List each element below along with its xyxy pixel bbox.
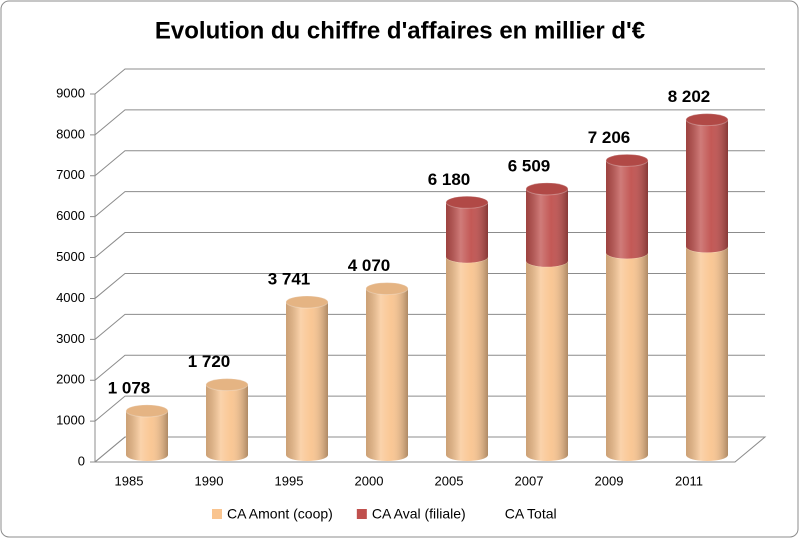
bar-shade bbox=[606, 252, 648, 461]
bar-shade bbox=[606, 160, 648, 259]
legend-swatch bbox=[356, 509, 367, 519]
x-tick-label: 2011 bbox=[675, 473, 703, 488]
bar-shade bbox=[446, 256, 488, 461]
y-tick-label: 5000 bbox=[56, 249, 85, 264]
legend-label: CA Total bbox=[505, 506, 557, 522]
bar-top bbox=[525, 182, 569, 196]
bar-shade bbox=[686, 246, 728, 461]
cylinder bbox=[525, 254, 569, 461]
bar-top bbox=[605, 153, 649, 167]
data-label: 8 202 bbox=[668, 87, 711, 106]
bar-top bbox=[285, 295, 329, 309]
bar-top bbox=[205, 378, 249, 392]
legend-label: CA Amont (coop) bbox=[227, 506, 333, 522]
x-tick-label: 2005 bbox=[435, 473, 464, 488]
bar-top bbox=[445, 195, 489, 209]
bar-shade bbox=[286, 302, 328, 461]
grid-line bbox=[90, 395, 765, 422]
cylinder bbox=[685, 113, 729, 253]
y-tick-label: 9000 bbox=[56, 85, 85, 100]
legend-swatch bbox=[212, 509, 222, 519]
data-label: 1 078 bbox=[108, 378, 151, 397]
data-label: 7 206 bbox=[588, 128, 631, 147]
y-tick-label: 8000 bbox=[56, 126, 85, 141]
x-tick-label: 2000 bbox=[355, 473, 384, 488]
bar-shade bbox=[366, 288, 408, 461]
grid-line bbox=[90, 436, 765, 463]
grid-line bbox=[90, 354, 765, 381]
y-tick-label: 2000 bbox=[56, 372, 85, 387]
y-tick-label: 1000 bbox=[56, 413, 85, 428]
grid-line bbox=[90, 109, 765, 136]
grid-line bbox=[90, 272, 765, 299]
bar-top bbox=[685, 113, 729, 127]
bar-shade bbox=[446, 202, 488, 263]
y-tick-label: 4000 bbox=[56, 290, 85, 305]
y-tick-label: 3000 bbox=[56, 331, 85, 346]
cylinder bbox=[605, 153, 649, 259]
cylinder bbox=[285, 295, 329, 461]
data-label: 6 180 bbox=[428, 170, 471, 189]
bar-top-shade bbox=[686, 113, 728, 126]
data-label: 6 509 bbox=[508, 156, 551, 175]
cylinder bbox=[365, 282, 409, 461]
y-tick-label: 7000 bbox=[56, 167, 85, 182]
x-tick-label: 2007 bbox=[515, 473, 544, 488]
bar-shade bbox=[526, 260, 568, 461]
grid-line bbox=[90, 150, 765, 177]
x-tick-label: 2009 bbox=[595, 473, 624, 488]
bar-top bbox=[125, 404, 169, 418]
cylinder bbox=[125, 404, 169, 461]
bar-top-shade bbox=[366, 282, 408, 295]
data-label: 4 070 bbox=[348, 256, 391, 275]
cylinder bbox=[525, 182, 569, 267]
cylinder bbox=[445, 250, 489, 461]
x-tick-label: 1985 bbox=[115, 473, 144, 488]
grid-line bbox=[90, 191, 765, 218]
bar-top bbox=[365, 282, 409, 296]
legend-label: CA Aval (filiale) bbox=[372, 506, 466, 522]
data-label: 3 741 bbox=[268, 270, 311, 289]
bar-shade bbox=[126, 410, 168, 461]
y-tick-label: 0 bbox=[78, 453, 85, 468]
x-tick-label: 1995 bbox=[275, 473, 304, 488]
grid-line bbox=[90, 313, 765, 340]
y-tick-label: 6000 bbox=[56, 208, 85, 223]
data-label: 1 720 bbox=[188, 352, 231, 371]
grid-line bbox=[90, 68, 765, 95]
bar-shade bbox=[686, 119, 728, 253]
bar-top-shade bbox=[286, 296, 328, 309]
bar-top-shade bbox=[526, 182, 568, 195]
cylinder bbox=[605, 246, 649, 461]
cylinder bbox=[205, 378, 249, 461]
x-tick-label: 1990 bbox=[195, 473, 224, 488]
bar-top-shade bbox=[126, 404, 168, 417]
legend: CA Amont (coop) CA Aval (filiale) CA Total bbox=[212, 506, 557, 522]
bar-shade bbox=[526, 188, 568, 267]
bar-top-shade bbox=[606, 154, 648, 167]
cylinder bbox=[445, 195, 489, 263]
grid-line bbox=[90, 232, 765, 259]
cylinder bbox=[685, 239, 729, 461]
bar-top-shade bbox=[206, 378, 248, 391]
chart-title: Evolution du chiffre d'affaires en milli… bbox=[155, 17, 645, 44]
bar-shade bbox=[206, 384, 248, 461]
bar-top-shade bbox=[446, 196, 488, 209]
